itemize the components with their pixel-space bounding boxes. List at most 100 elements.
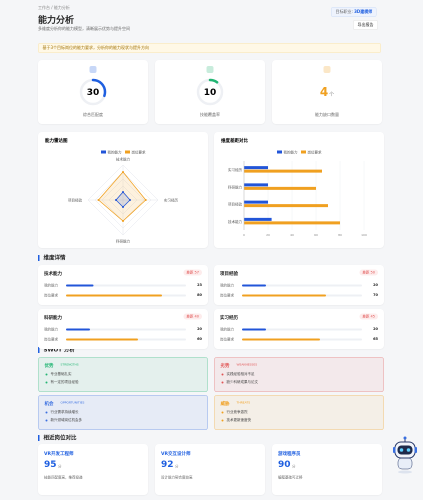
- gap-value: 40: [194, 314, 199, 319]
- swot-point: 实践经验相对不足: [226, 372, 255, 376]
- job-score: 92: [161, 459, 174, 470]
- job-name: VR交互设计师: [161, 451, 191, 457]
- bar-track: [242, 328, 362, 331]
- chart-title: 维度差距对比: [221, 137, 248, 144]
- detail-bar: [66, 328, 90, 331]
- row-label: 我的能力: [220, 327, 234, 332]
- detail-card: 实习经历 差距 45 我的能力 20 岗位要求 65: [214, 309, 384, 349]
- x-tick-label: 0: [243, 233, 245, 237]
- stat-label: 能力缺口数量: [315, 111, 339, 117]
- stat-unit: 个: [329, 92, 334, 98]
- bar: [244, 169, 322, 173]
- swot-dot: [221, 381, 224, 384]
- row-label: 岗位要求: [44, 337, 58, 342]
- y-tick-label: 项目经验: [228, 202, 242, 207]
- detail-name: 科研能力: [44, 315, 63, 321]
- export-button[interactable]: 导出报告: [353, 20, 378, 30]
- row-value: 65: [373, 337, 378, 341]
- y-tick-label: 实习经历: [228, 167, 242, 172]
- bar: [244, 217, 272, 221]
- gap-value: 57: [194, 270, 199, 275]
- gap-badge: 差距 45: [359, 313, 378, 320]
- swot-point: 行业竞争激烈: [226, 410, 248, 414]
- stat-label: 综合匹配度: [83, 111, 103, 117]
- bar: [244, 200, 268, 204]
- section-title: 维度详情: [38, 255, 66, 261]
- bar: [244, 204, 328, 208]
- swot-point: 有一定的项目经验: [50, 380, 79, 384]
- stat-label: 技能覆盖率: [200, 111, 220, 117]
- legend-swatch: [101, 150, 106, 154]
- detail-bar: [242, 328, 266, 331]
- row-value: 80: [197, 293, 202, 297]
- row-label: 岗位要求: [44, 293, 58, 298]
- robot-assistant[interactable]: [392, 436, 418, 474]
- stat-graphic: 10 技能覆盖率: [196, 66, 224, 117]
- detail-name: 技术能力: [44, 271, 63, 277]
- row-label: 我的能力: [44, 327, 58, 332]
- legend-label: 我的能力: [108, 150, 122, 155]
- job-card[interactable]: 游戏程序员 90 分编程基础可迁移: [272, 444, 382, 495]
- swot-box: 机会 OPPORTUNITIES 行业需求持续增长 新兴领域岗位机会多: [38, 395, 208, 430]
- swot-subtitle: OPPORTUNITIES: [60, 401, 85, 405]
- job-note: 编程基础可迁移: [278, 475, 303, 480]
- gap-badge: 差距 40: [183, 313, 202, 320]
- job-card[interactable]: VR开发工程师 95 分技能匹配度高，推荐投递: [38, 444, 148, 495]
- bar-track: [66, 328, 186, 331]
- swot-subtitle: STRENGTHS: [60, 363, 79, 367]
- gap-label: 差距: [362, 270, 370, 275]
- bar: [244, 186, 316, 190]
- section-title: 相近岗位对比: [38, 435, 77, 441]
- job-unit: 分: [292, 464, 296, 469]
- swot-box: 优势 STRENGTHS 专业基础扎实 有一定的项目经验: [38, 357, 208, 392]
- stat-card: 10 技能覆盖率: [155, 60, 265, 124]
- page-subtitle: 多维度分析你的能力模型，清晰展示优势与提升空间: [38, 26, 130, 32]
- y-tick-label: 科研能力: [228, 184, 242, 189]
- radar-axis-label: 实习经历: [164, 198, 178, 203]
- breadcrumb[interactable]: 工作台 / 能力分析: [38, 5, 70, 11]
- target-value: 3D建模师: [354, 9, 373, 15]
- stat-value-group: 4个: [320, 85, 334, 99]
- swot-title: 劣势: [220, 363, 230, 369]
- page-title: 能力分析: [38, 15, 74, 26]
- radar-axis-label: 技术能力: [116, 157, 130, 162]
- row-value: 23: [197, 283, 202, 287]
- target-label: 目标职业:: [335, 9, 353, 15]
- radar-point: [122, 206, 124, 208]
- stat-icon: [89, 66, 97, 73]
- gap-value: 45: [370, 314, 375, 319]
- stat-icon: [206, 66, 214, 73]
- legend-label: 岗位要求: [308, 150, 322, 155]
- ring-progress: [196, 78, 224, 106]
- x-tick-label: 80: [338, 233, 342, 237]
- job-name: VR开发工程师: [44, 451, 74, 457]
- job-note: 技能匹配度高，推荐投递: [44, 475, 83, 480]
- swot-point: 专业基础扎实: [50, 372, 72, 376]
- notice: 基于3个目标岗位的能力要求，分析你的能力现状与提升方向: [38, 43, 381, 53]
- legend-swatch: [301, 150, 306, 154]
- job-card[interactable]: VR交互设计师 92 分设计能力契合度较高: [155, 444, 265, 495]
- detail-card: 科研能力 差距 40 我的能力 20 岗位要求 60: [38, 309, 208, 349]
- swot-box: 威胁 THREATS 行业竞争激烈 技术更新速度快: [214, 395, 384, 430]
- section-title: SWOT 分析: [38, 347, 75, 353]
- job-unit: 分: [58, 464, 62, 469]
- bar-track: [242, 284, 362, 287]
- target-button[interactable]: 目标职业: 3D建模师: [331, 7, 377, 17]
- ring-progress: [79, 78, 107, 106]
- chart-title: 能力雷达图: [45, 137, 68, 144]
- detail-name: 项目经验: [220, 271, 239, 277]
- x-tick-label: 20: [266, 233, 270, 237]
- gap-badge: 差距 50: [359, 269, 378, 276]
- swot-dot: [45, 411, 48, 414]
- radar-point: [122, 220, 124, 222]
- detail-name: 实习经历: [220, 315, 239, 321]
- row-value: 70: [373, 293, 378, 297]
- row-value: 20: [197, 327, 202, 331]
- stat-card: 4个能力缺口数量: [272, 60, 382, 124]
- legend-label: 岗位要求: [132, 150, 146, 155]
- stat-value: 30: [87, 88, 100, 98]
- job-score: 95: [44, 459, 57, 470]
- row-label: 岗位要求: [220, 293, 234, 298]
- detail-bar: [66, 284, 94, 287]
